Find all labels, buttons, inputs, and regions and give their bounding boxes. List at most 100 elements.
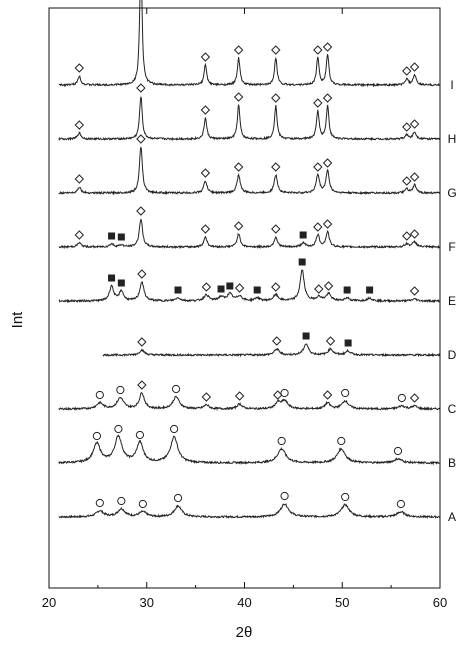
diamond-marker (137, 269, 147, 279)
trace-label-i: I (450, 78, 453, 92)
xrd-trace-b (58, 434, 441, 466)
diamond-marker (402, 122, 412, 132)
circle-marker (116, 385, 125, 395)
diamond-marker (136, 206, 146, 216)
peak-markers (74, 42, 420, 509)
diamond-marker (402, 231, 412, 241)
diamond-marker (409, 172, 420, 182)
xrd-trace-g (58, 146, 440, 196)
diamond-marker (322, 158, 333, 168)
diamond-marker (201, 282, 212, 292)
diamond-marker (74, 174, 85, 184)
diamond-marker (409, 229, 420, 239)
diamond-marker (200, 105, 211, 115)
diamond-marker (402, 66, 412, 76)
square-marker (343, 286, 351, 294)
diamond-marker (200, 224, 211, 234)
square-marker (302, 332, 310, 340)
diamond-marker (314, 284, 324, 294)
circle-marker (341, 388, 350, 398)
diamond-marker (136, 134, 146, 144)
diamond-marker (233, 92, 244, 102)
circle-marker (393, 446, 403, 456)
circle-marker (170, 424, 179, 434)
trace-label-d: D (448, 348, 457, 362)
square-marker (108, 274, 116, 282)
diamond-marker (402, 176, 412, 186)
diamond-marker (201, 392, 212, 402)
square-marker (108, 232, 116, 240)
y-axis-label: Int (9, 311, 26, 329)
circle-marker (280, 491, 289, 501)
square-marker (217, 285, 225, 293)
x-tick-label: 50 (335, 595, 349, 610)
circle-marker (396, 499, 405, 509)
trace-label-f: F (448, 240, 455, 254)
diamond-marker (322, 93, 333, 103)
xrd-trace-f (58, 218, 441, 250)
trace-label-e: E (448, 294, 456, 308)
trace-label-a: A (448, 510, 456, 524)
diamond-marker (74, 230, 85, 240)
diamond-marker (409, 62, 420, 72)
circle-marker (277, 436, 286, 446)
diamond-marker (271, 162, 281, 172)
xrd-trace-i (58, 0, 441, 88)
x-axis-label: 2θ (236, 624, 253, 641)
diamond-marker (409, 393, 420, 403)
x-tick-label: 60 (433, 595, 447, 610)
square-marker (117, 279, 125, 287)
xrd-trace-a (58, 502, 441, 520)
square-marker (344, 339, 352, 347)
circle-marker (280, 388, 289, 398)
diamond-marker (233, 45, 244, 55)
diamond-marker (234, 283, 245, 293)
diamond-marker (322, 390, 333, 400)
trace-labels: A B C D E F G H I (447, 78, 456, 524)
diamond-marker (137, 337, 147, 347)
diamond-marker (313, 162, 323, 172)
circle-marker (114, 424, 123, 434)
diamond-marker (272, 336, 282, 346)
circle-marker (135, 430, 145, 440)
circle-marker (92, 431, 101, 441)
diamond-marker (74, 120, 85, 130)
diamond-marker (74, 63, 85, 73)
trace-label-g: G (447, 186, 456, 200)
diamond-marker (325, 336, 336, 346)
x-tick-label: 30 (140, 595, 154, 610)
diamond-marker (200, 52, 211, 62)
square-marker (299, 231, 307, 239)
trace-label-h: H (448, 132, 457, 146)
circle-marker (341, 492, 350, 502)
diamond-marker (313, 45, 323, 55)
diamond-marker (233, 162, 244, 172)
xrd-trace-e (58, 269, 441, 304)
diamond-marker (273, 390, 283, 400)
diamond-marker (234, 391, 245, 401)
circle-marker (397, 393, 406, 403)
square-marker (298, 258, 306, 266)
square-marker (253, 286, 261, 294)
circle-marker (117, 496, 126, 506)
trace-label-b: B (448, 456, 456, 470)
circle-marker (138, 499, 147, 509)
diamond-marker (271, 282, 281, 292)
xrd-trace-d (102, 343, 441, 358)
diamond-marker (137, 380, 147, 390)
square-marker (226, 282, 234, 290)
x-tick-label: 40 (237, 595, 251, 610)
diamond-marker (409, 119, 420, 129)
diamond-marker (271, 45, 281, 55)
diamond-marker (271, 224, 281, 234)
diamond-marker (313, 222, 323, 232)
diamond-marker (409, 286, 420, 296)
circle-marker (95, 390, 104, 400)
diamond-marker (323, 281, 334, 291)
trace-label-c: C (448, 402, 457, 416)
circle-marker (95, 498, 104, 508)
diamond-marker (313, 98, 323, 108)
x-axis-ticks: 20 30 40 50 60 (42, 8, 447, 610)
diamond-marker (200, 168, 211, 178)
